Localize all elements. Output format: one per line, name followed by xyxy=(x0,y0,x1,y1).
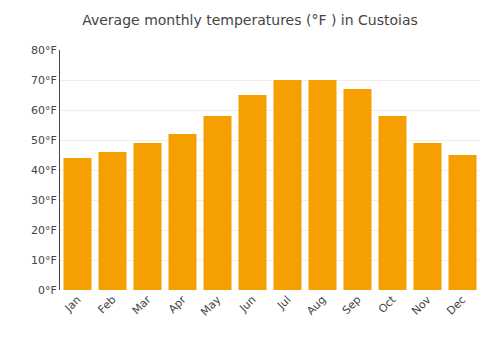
svg-text:Jun: Jun xyxy=(236,293,258,315)
svg-text:40°F: 40°F xyxy=(31,164,57,177)
svg-text:May: May xyxy=(198,293,224,319)
svg-text:Dec: Dec xyxy=(444,293,468,317)
svg-text:10°F: 10°F xyxy=(31,254,57,267)
svg-text:Jan: Jan xyxy=(62,293,84,315)
svg-text:70°F: 70°F xyxy=(31,74,57,87)
svg-text:Sep: Sep xyxy=(340,293,364,317)
svg-text:Aug: Aug xyxy=(304,293,328,317)
svg-text:50°F: 50°F xyxy=(31,134,57,147)
svg-text:Average monthly temperatures (: Average monthly temperatures (°F ) in Cu… xyxy=(82,12,418,28)
svg-text:0°F: 0°F xyxy=(38,284,57,297)
svg-text:Nov: Nov xyxy=(409,293,434,318)
svg-text:Mar: Mar xyxy=(130,293,154,317)
svg-text:Feb: Feb xyxy=(96,293,119,316)
svg-text:Jul: Jul xyxy=(274,293,293,312)
svg-text:30°F: 30°F xyxy=(31,194,57,207)
svg-text:60°F: 60°F xyxy=(31,104,57,117)
svg-text:Oct: Oct xyxy=(376,293,399,316)
svg-text:80°F: 80°F xyxy=(31,44,57,57)
svg-text:20°F: 20°F xyxy=(31,224,57,237)
svg-text:Apr: Apr xyxy=(166,293,189,316)
